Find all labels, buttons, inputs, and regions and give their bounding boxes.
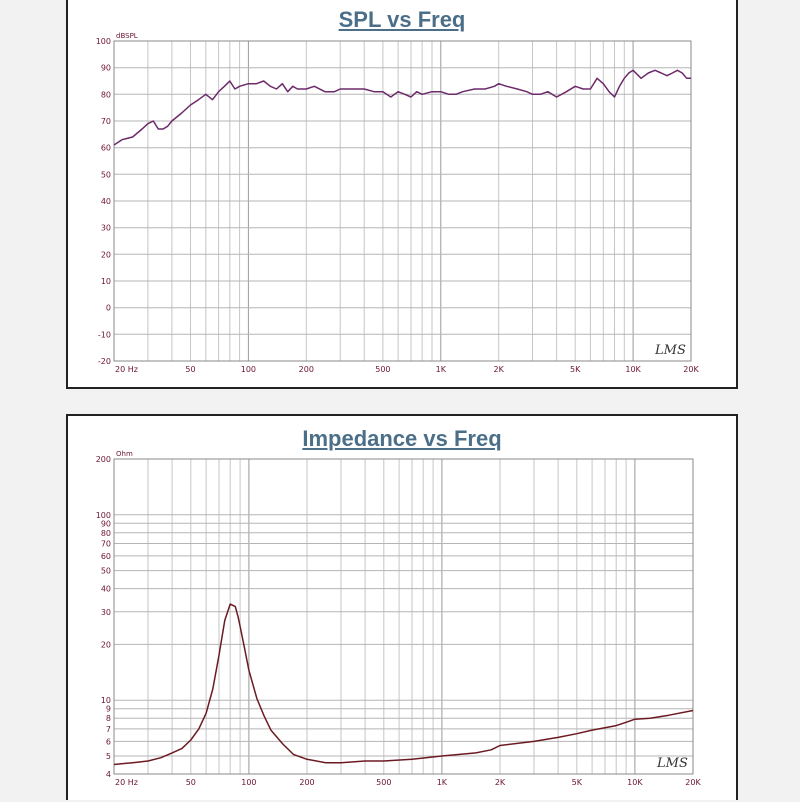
spl-x-tick-label: 2K	[494, 365, 505, 374]
spl-watermark: LMS	[654, 343, 686, 358]
imp-y-tick-label: 80	[101, 529, 111, 538]
spl-y-unit-label: dBSPL	[116, 32, 138, 40]
imp-y-tick-label: 4	[106, 770, 111, 779]
imp-y-tick-label: 9	[106, 705, 111, 714]
imp-y-tick-label: 6	[106, 737, 111, 746]
spl-x-tick-label: 5K	[570, 365, 581, 374]
spl-plot-frame	[113, 40, 692, 362]
spl-x-tick-label: 50	[185, 365, 195, 374]
imp-x-tick-label: 50	[186, 778, 196, 787]
imp-x-tick-label: 20K	[685, 778, 701, 787]
spl-x-tick-label: 1K	[436, 365, 447, 374]
spl-x-tick-label: 500	[375, 365, 390, 374]
imp-y-tick-label: 70	[101, 540, 111, 549]
spl-y-tick-label: 80	[101, 90, 111, 99]
imp-y-tick-label: 60	[101, 552, 111, 561]
spl-y-tick-label: 70	[101, 117, 111, 126]
imp-x-tick-label: 2K	[495, 778, 506, 787]
spl-x-tick-label: 200	[299, 365, 314, 374]
imp-x-tick-label: 20 Hz	[115, 778, 138, 787]
spl-y-tick-label: 0	[106, 304, 111, 313]
spl-y-tick-label: 50	[101, 170, 111, 179]
spl-y-tick-label: 30	[101, 224, 111, 233]
imp-y-tick-label: 10	[101, 696, 111, 705]
spl-x-tick-label: 20K	[683, 365, 699, 374]
spl-y-tick-label: 20	[101, 250, 111, 259]
spl-y-tick-label: 90	[101, 64, 111, 73]
imp-series-line	[113, 603, 694, 766]
imp-x-tick-label: 500	[376, 778, 391, 787]
imp-x-tick-label: 1K	[437, 778, 448, 787]
imp-y-tick-label: 50	[101, 567, 111, 576]
imp-y-tick-label: 200	[96, 455, 111, 464]
imp-x-tick-label: 200	[299, 778, 314, 787]
spl-y-tick-label: 100	[96, 37, 111, 46]
imp-y-tick-label: 100	[96, 511, 111, 520]
spl-x-tick-label: 100	[241, 365, 256, 374]
imp-watermark: LMS	[656, 756, 688, 771]
spl-x-tick-label: 10K	[625, 365, 641, 374]
imp-y-tick-label: 40	[101, 585, 111, 594]
spl-chart-panel: SPL vs Freq 100 90 80 70 60 50 40 30 20 10 0 -10 -20…	[66, 0, 738, 389]
spl-series-line	[113, 69, 691, 146]
imp-y-tick-label: 90	[101, 519, 111, 528]
imp-y-tick-label: 5	[106, 752, 111, 761]
spl-chart-title: SPL vs Freq	[338, 7, 466, 32]
spl-x-tick-label: 20 Hz	[115, 365, 138, 374]
spl-y-tick-label: 10	[101, 277, 111, 286]
imp-x-tick-label: 100	[241, 778, 256, 787]
imp-x-tick-label: 10K	[627, 778, 643, 787]
imp-y-tick-label: 30	[101, 608, 111, 617]
imp-y-tick-label: 20	[101, 640, 111, 649]
imp-y-tick-label: 7	[106, 725, 111, 734]
imp-y-tick-label: 8	[106, 714, 111, 723]
spl-y-tick-label: -10	[98, 330, 111, 339]
spl-y-tick-label: 40	[101, 197, 111, 206]
imp-x-tick-label: 5K	[572, 778, 583, 787]
impedance-chart-panel: Impedance vs Freq 200 100 90 80 70 60 50 40 30 20…	[66, 414, 738, 800]
spl-y-tick-label: 60	[101, 144, 111, 153]
spl-y-tick-label: -20	[98, 357, 111, 366]
imp-y-unit-label: Ohm	[116, 450, 133, 458]
imp-plot-frame	[113, 458, 694, 775]
impedance-chart-title: Impedance vs Freq	[302, 426, 502, 451]
